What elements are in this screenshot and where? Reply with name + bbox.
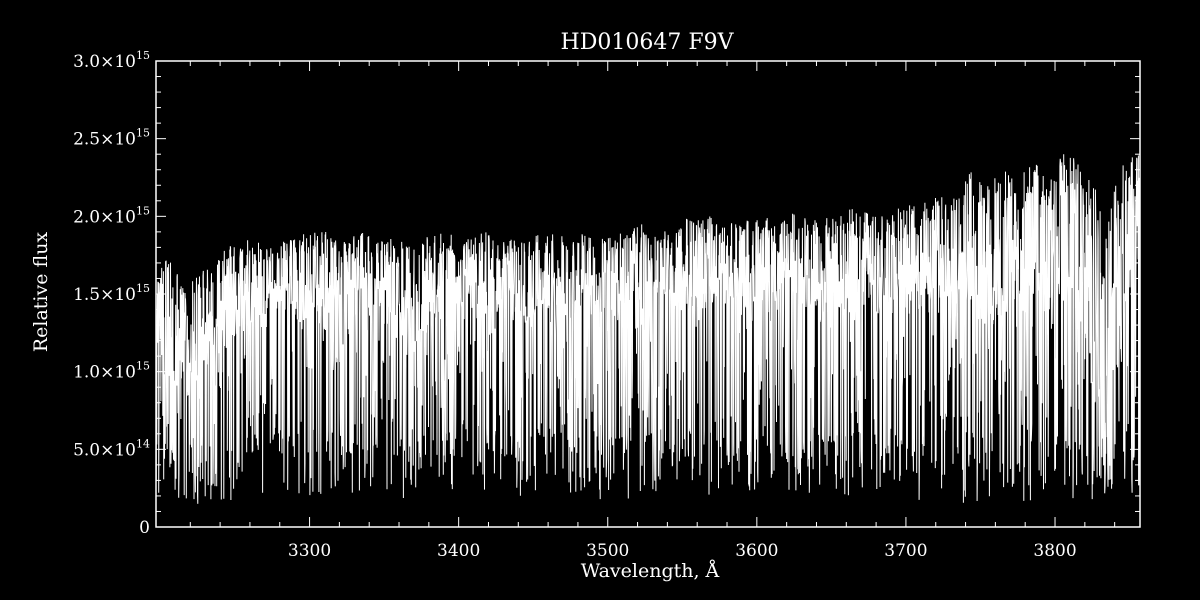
x-tick-label: 3300: [288, 541, 331, 561]
axis-ticks: [156, 60, 1140, 528]
x-tick-label: 3400: [437, 541, 480, 561]
y-tick-label: 3.0×1015: [73, 49, 150, 72]
x-axis-label: Wavelength, Å: [581, 560, 720, 582]
chart-title: HD010647 F9V: [561, 30, 735, 55]
x-tick-label: 3600: [735, 541, 778, 561]
spectrum-line: [155, 154, 1141, 504]
y-tick-label: 1.0×1015: [73, 360, 150, 383]
y-tick-label: 1.5×1015: [73, 282, 150, 305]
y-axis-label: Relative flux: [30, 232, 52, 353]
y-tick-label: 5.0×1014: [73, 437, 150, 460]
y-tick-label: 2.0×1015: [73, 204, 150, 227]
plot-frame: [155, 60, 1141, 528]
x-tick-label: 3700: [884, 541, 927, 561]
spectrum-series: [155, 154, 1141, 504]
y-tick-label: 0: [139, 518, 150, 538]
x-tick-label: 3500: [586, 541, 629, 561]
x-tick-label: 3800: [1033, 541, 1076, 561]
tick-labels: 3300 3400 3500 3600 3700 3800 0 5.0×1014 1.0×101…: [73, 49, 1077, 561]
y-tick-label: 2.5×1015: [73, 127, 150, 150]
